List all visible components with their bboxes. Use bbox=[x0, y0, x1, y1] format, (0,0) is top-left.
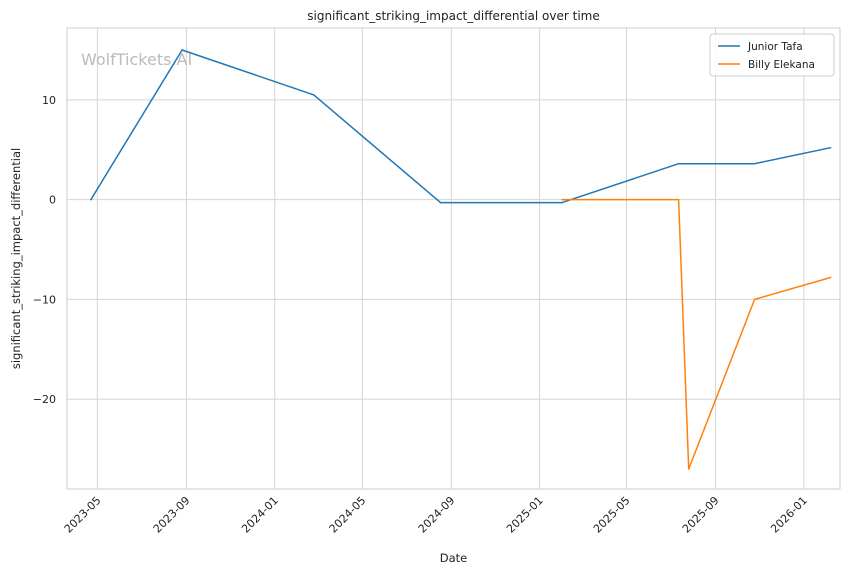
x-tick-labels: 2023-05 2023-09 2024-01 2024-05 2024-09 2025-… bbox=[62, 494, 810, 536]
x-axis-label: Date bbox=[440, 551, 468, 565]
x-tick-label: 2026-01 bbox=[768, 494, 810, 536]
data-point-0 bbox=[677, 162, 680, 165]
x-tick-label: 2023-05 bbox=[62, 494, 104, 536]
data-point-1 bbox=[753, 298, 756, 301]
x-tick-label: 2025-09 bbox=[680, 494, 722, 536]
data-point-1 bbox=[687, 468, 690, 470]
chart-title: significant_striking_impact_differential… bbox=[307, 9, 599, 23]
legend-entry-1: Billy Elekana bbox=[748, 59, 815, 71]
watermark: WolfTickets.AI bbox=[81, 50, 192, 69]
plot-frame bbox=[66, 27, 841, 490]
y-tick-label: −10 bbox=[33, 293, 56, 306]
series-lines bbox=[90, 49, 832, 470]
x-tick-label: 2024-09 bbox=[416, 494, 458, 536]
data-point-0 bbox=[561, 201, 563, 204]
grid bbox=[67, 28, 840, 489]
y-tick-labels: 10 0 −10 −20 bbox=[33, 94, 56, 406]
x-tick-label: 2025-01 bbox=[504, 494, 546, 536]
legend-box bbox=[709, 33, 835, 77]
data-point-0 bbox=[753, 162, 756, 165]
data-point-1 bbox=[677, 198, 680, 201]
x-tick-label: 2024-01 bbox=[239, 494, 281, 536]
y-axis-label: significant_striking_impact_differential bbox=[9, 148, 23, 369]
y-tick-label: 10 bbox=[42, 94, 56, 107]
x-tick-label: 2024-05 bbox=[327, 494, 369, 536]
data-point-1 bbox=[561, 198, 563, 201]
legend-entry-0: Junior Tafa bbox=[747, 41, 803, 53]
x-tick-label: 2023-09 bbox=[151, 494, 193, 536]
x-tick-label: 2025-05 bbox=[591, 494, 633, 536]
data-point-0 bbox=[829, 146, 832, 149]
data-point-1 bbox=[829, 276, 832, 279]
series-line-0 bbox=[90, 49, 831, 204]
data-point-0 bbox=[439, 201, 442, 204]
y-tick-label: 0 bbox=[49, 194, 56, 207]
series-line-1 bbox=[562, 198, 831, 470]
legend: Junior Tafa Billy Elekana bbox=[709, 33, 835, 77]
data-point-0 bbox=[313, 94, 315, 96]
y-tick-label: −20 bbox=[33, 393, 56, 406]
data-point-0 bbox=[90, 198, 92, 201]
data-point-0 bbox=[181, 49, 183, 51]
